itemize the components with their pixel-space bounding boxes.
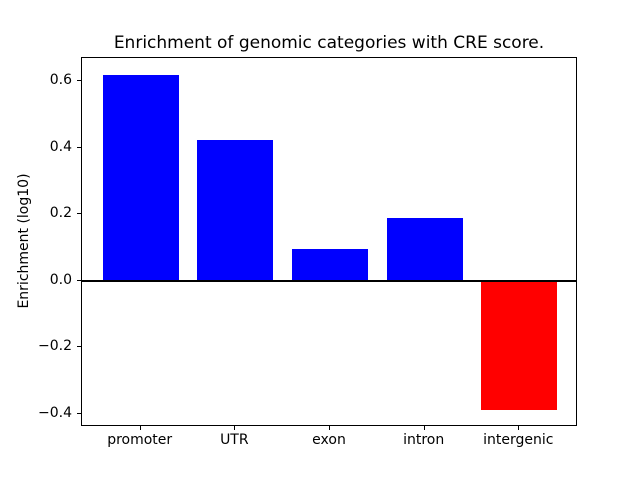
y-tick-mark (77, 146, 81, 148)
y-tick-label: −0.4 (38, 404, 72, 421)
x-tick-label-intron: intron (403, 432, 445, 448)
plot-area (81, 57, 577, 426)
x-tick-label-exon: exon (312, 432, 346, 448)
y-tick-mark (77, 279, 81, 281)
zero-line (82, 279, 576, 282)
bar-promoter (102, 74, 179, 281)
x-tick-mark (234, 426, 236, 430)
y-tick-mark (77, 80, 81, 82)
y-tick-label: 0.4 (49, 138, 72, 155)
y-axis-label: Enrichment (log10) (16, 173, 32, 309)
y-tick-mark (77, 346, 81, 348)
y-tick-label: 0.2 (49, 205, 72, 222)
x-tick-mark (139, 426, 141, 430)
y-tick-label: 0.6 (49, 72, 72, 89)
y-tick-label: −0.2 (38, 338, 72, 355)
x-tick-label-intergenic: intergenic (483, 432, 554, 448)
x-tick-label-promoter: promoter (107, 432, 173, 448)
bar-intergenic (481, 280, 558, 411)
x-tick-mark (518, 426, 520, 430)
y-tick-label: 0.0 (49, 271, 72, 288)
y-tick-mark (77, 213, 81, 215)
x-tick-label-UTR: UTR (220, 432, 249, 448)
y-tick-mark (77, 412, 81, 414)
chart-title: Enrichment of genomic categories with CR… (113, 33, 545, 53)
x-tick-mark (423, 426, 425, 430)
bar-intron (386, 217, 463, 281)
bar-exon (292, 249, 368, 281)
bar-UTR (197, 139, 274, 281)
x-tick-mark (329, 426, 330, 430)
